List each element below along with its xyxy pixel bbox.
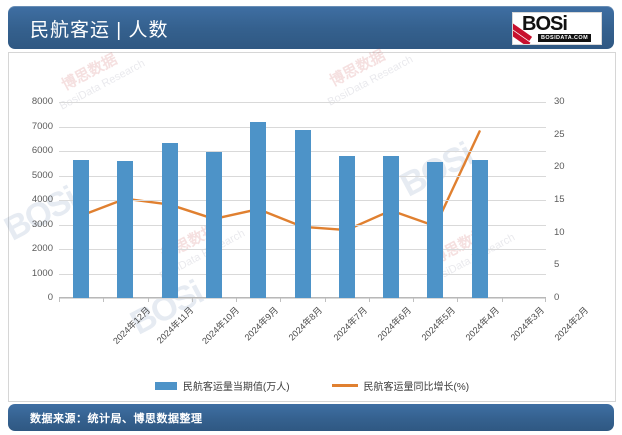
bar bbox=[117, 160, 134, 298]
x-axis-tick-label: 2024年8月 bbox=[286, 305, 325, 343]
legend-item[interactable]: 民航客运量同比增长(%) bbox=[331, 378, 470, 393]
x-axis-tick-label: 2024年2月 bbox=[552, 305, 590, 343]
x-axis-tick bbox=[545, 298, 546, 302]
y-axis-right-tick-label: 20 bbox=[554, 161, 565, 173]
x-axis-tick bbox=[280, 298, 282, 302]
watermark-en: BosiData Research bbox=[325, 53, 416, 109]
x-axis-tick bbox=[368, 298, 370, 302]
chart-panel: BOSi BOSi BOSi 博思数据 BosiData Research 博思… bbox=[0, 47, 616, 402]
legend-item[interactable]: 民航客运量当期值(万人) bbox=[154, 378, 290, 393]
x-axis-tick-label: 2024年11月 bbox=[155, 305, 196, 346]
x-axis-tick-label: 2024年5月 bbox=[419, 305, 458, 343]
bar bbox=[205, 152, 222, 298]
footer-bar: 数据来源：统计局、博思数据整理 bbox=[8, 404, 614, 431]
data-source-text: 数据来源：统计局、博思数据整理 bbox=[30, 413, 203, 425]
x-axis-tick bbox=[103, 298, 105, 302]
y-axis-right-tick-label: 0 bbox=[554, 292, 560, 303]
y-axis-right-tick-label: 15 bbox=[554, 194, 565, 205]
x-axis-tick bbox=[457, 298, 459, 302]
y-axis-left-tick-label: 3000 bbox=[31, 218, 53, 230]
growth-line bbox=[79, 130, 481, 232]
chart-legend: 民航客运量当期值(万人) 民航客运量同比增长(%) bbox=[9, 378, 615, 393]
x-axis-tick bbox=[236, 298, 238, 302]
y-axis-right-tick-label: 30 bbox=[554, 96, 565, 107]
x-axis-tick bbox=[324, 298, 326, 302]
watermark-cn: 博思数据 bbox=[326, 46, 388, 90]
y-axis-left-tick-label: 2000 bbox=[31, 243, 53, 254]
bar bbox=[161, 143, 178, 298]
header-bar: 民航客运 | 人数 BOSi BOSIDATA.COM bbox=[8, 6, 614, 49]
y-axis-left-tick-label: 0 bbox=[47, 292, 53, 303]
x-axis-tick-label: 2024年6月 bbox=[375, 305, 413, 343]
x-axis-tick-label: 2024年4月 bbox=[463, 305, 502, 343]
bar bbox=[73, 159, 90, 298]
x-axis-tick bbox=[59, 298, 60, 302]
y-axis-left-tick-label: 1000 bbox=[31, 267, 53, 279]
y-axis-left-tick-label: 8000 bbox=[31, 96, 53, 107]
y-axis-left-tick-label: 4000 bbox=[31, 194, 53, 205]
y-axis-right-tick-label: 25 bbox=[554, 128, 565, 140]
legend-label: 民航客运量当期值(万人) bbox=[182, 382, 290, 393]
gridline bbox=[59, 126, 546, 128]
plot-area: 0 1000 2000 3000 4000 5000 6000 7000 8000 0 5 10 15 2… bbox=[32, 97, 590, 346]
y-axis-left-tick-label: 6000 bbox=[31, 145, 53, 156]
logo-wordmark: BOSi bbox=[522, 13, 568, 35]
bar bbox=[427, 161, 444, 298]
gridline bbox=[59, 102, 546, 103]
x-axis-tick bbox=[501, 298, 503, 302]
x-axis-tick bbox=[191, 298, 193, 302]
x-axis-tick-label: 2024年7月 bbox=[331, 305, 369, 343]
x-axis-tick bbox=[147, 298, 149, 302]
watermark-cn: 博思数据 bbox=[58, 50, 120, 94]
bar bbox=[383, 156, 400, 298]
bar bbox=[338, 155, 355, 298]
y-axis-right-tick-label: 10 bbox=[554, 226, 565, 238]
x-axis-tick-label: 2024年9月 bbox=[242, 305, 281, 343]
bar bbox=[250, 121, 267, 298]
legend-line-swatch-icon bbox=[331, 384, 358, 387]
bar bbox=[471, 159, 488, 298]
x-axis-tick-label: 2024年12月 bbox=[111, 305, 153, 347]
bar bbox=[294, 130, 311, 298]
y-axis-left-tick-label: 7000 bbox=[31, 120, 53, 132]
bosi-logo: BOSi BOSIDATA.COM bbox=[512, 12, 602, 45]
x-axis-tick bbox=[413, 298, 415, 302]
logo-domain: BOSIDATA.COM bbox=[538, 34, 592, 42]
gridline bbox=[59, 298, 546, 299]
x-axis-tick-label: 2024年10月 bbox=[199, 305, 241, 347]
page-title: 民航客运 | 人数 bbox=[30, 20, 169, 41]
y-axis-right-tick-label: 5 bbox=[554, 259, 560, 271]
legend-bar-swatch-icon bbox=[154, 381, 177, 390]
legend-label: 民航客运量同比增长(%) bbox=[363, 382, 470, 393]
x-axis-tick-label: 2024年3月 bbox=[508, 305, 546, 343]
y-axis-left-tick-label: 5000 bbox=[31, 169, 53, 181]
